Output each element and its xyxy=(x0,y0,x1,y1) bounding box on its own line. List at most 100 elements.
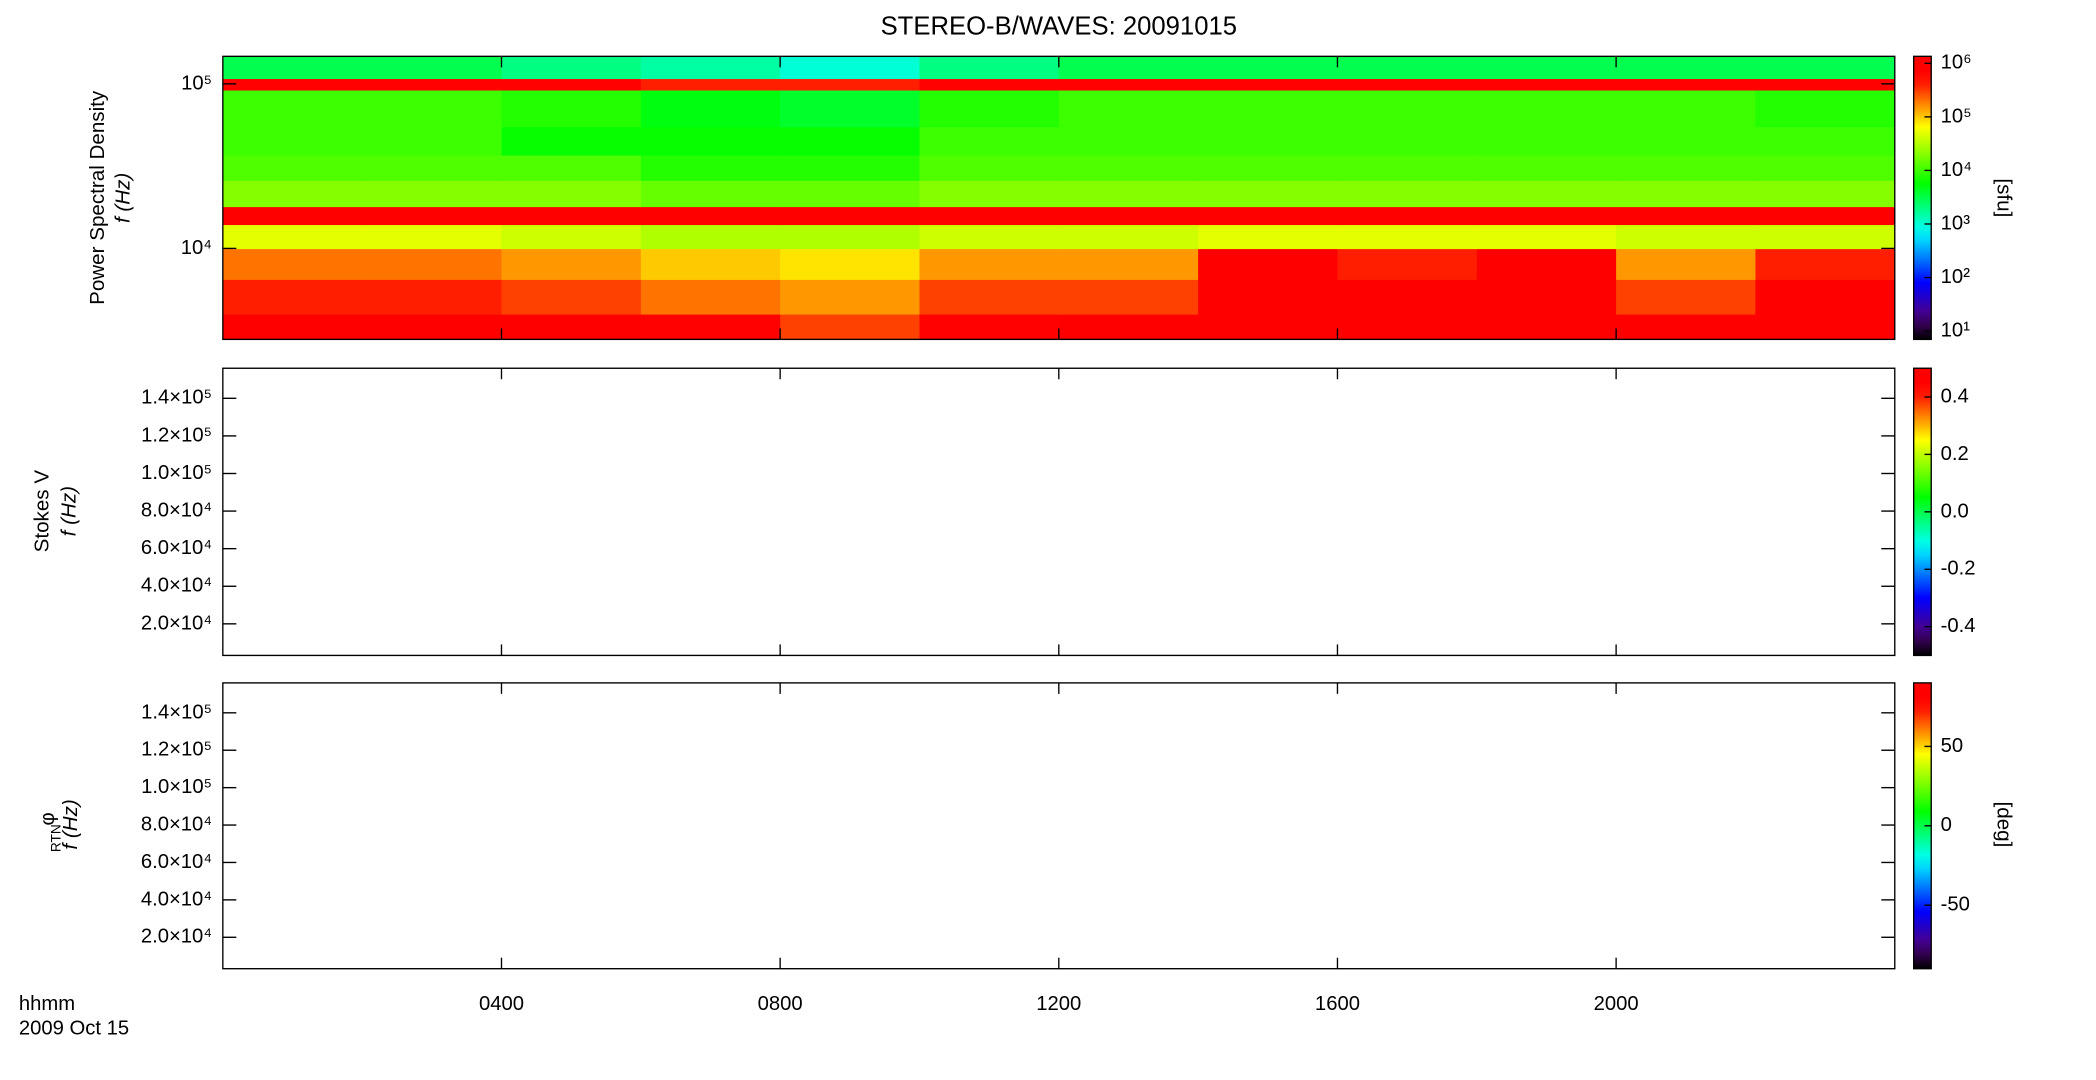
heatmap-cell xyxy=(501,248,642,280)
y-tick-label: 2.0×10⁴ xyxy=(141,612,212,634)
heatmap-cell xyxy=(1755,78,1895,91)
heatmap-cell xyxy=(1337,89,1478,128)
heatmap-cell xyxy=(222,313,363,340)
heatmap-cell xyxy=(1337,56,1478,80)
heatmap-cell xyxy=(1058,180,1199,208)
y-tick-label: 1.0×10⁵ xyxy=(141,776,212,798)
heatmap-cell xyxy=(222,248,363,280)
heatmap-cell xyxy=(1476,248,1617,280)
x-tick-label: 2000 xyxy=(1594,993,1639,1015)
heatmap-cell xyxy=(1337,154,1478,181)
heatmap-cell xyxy=(1755,279,1895,315)
heatmap-cell xyxy=(1476,126,1617,156)
heatmap-cell xyxy=(501,180,642,208)
heatmap-cell xyxy=(1616,248,1757,280)
heatmap-cell xyxy=(780,154,921,181)
y-tick-label: 1.0×10⁵ xyxy=(141,462,212,484)
y-tick-label: 4.0×10⁴ xyxy=(141,888,212,910)
colorbar xyxy=(1913,55,1932,341)
heatmap-cell xyxy=(1058,224,1199,250)
y-axis-unit: f (Hz) xyxy=(60,799,82,849)
heatmap-cell xyxy=(780,206,921,226)
heatmap-cell xyxy=(1616,206,1757,226)
heatmap-cell xyxy=(1476,89,1617,128)
y-axis-title: Stokes V xyxy=(32,470,54,553)
heatmap-cell xyxy=(780,89,921,128)
heatmap-cell xyxy=(1616,279,1757,315)
heatmap-cell xyxy=(640,154,781,181)
y-tick-label: 10⁵ xyxy=(181,72,212,94)
colorbar-tick-label: 0.2 xyxy=(1941,443,1969,465)
heatmap-cell xyxy=(1198,154,1339,181)
heatmap-cell xyxy=(1198,78,1339,91)
heatmap-cell xyxy=(222,78,363,91)
heatmap-cell xyxy=(362,248,503,280)
heatmap-cell xyxy=(640,56,781,80)
heatmap-cell xyxy=(1337,78,1478,91)
heatmap-cell xyxy=(1476,206,1617,226)
heatmap-cell xyxy=(780,224,921,250)
heatmap-cell xyxy=(1476,56,1617,80)
heatmap-cell xyxy=(362,279,503,315)
heatmap-cell xyxy=(919,154,1060,181)
heatmap-cell xyxy=(501,126,642,156)
heatmap-cell xyxy=(1198,313,1339,340)
heatmap-cell xyxy=(1337,313,1478,340)
colorbar-tick-label: 10³ xyxy=(1941,212,1970,234)
heatmap-cell xyxy=(1058,313,1199,340)
heatmap-cell xyxy=(1058,126,1199,156)
y-tick-label: 1.2×10⁵ xyxy=(141,424,212,446)
y-tick-label: 8.0×10⁴ xyxy=(141,813,212,835)
colorbar-tick-label: 0.4 xyxy=(1941,385,1969,407)
heatmap-cell xyxy=(362,206,503,226)
heatmap-cell xyxy=(919,56,1060,80)
heatmap-cell xyxy=(640,224,781,250)
heatmap-cell xyxy=(501,154,642,181)
colorbar-tick-label: -0.2 xyxy=(1941,558,1976,580)
y-tick-label: 1.4×10⁵ xyxy=(141,701,212,723)
heatmap-cell xyxy=(1198,206,1339,226)
heatmap-cell xyxy=(1198,56,1339,80)
heatmap-cell xyxy=(919,313,1060,340)
heatmap-cell xyxy=(222,89,363,128)
heatmap-cell xyxy=(362,154,503,181)
heatmap-cell xyxy=(640,78,781,91)
colorbar-tick-label: 0.0 xyxy=(1941,500,1969,522)
heatmap-cell xyxy=(1058,279,1199,315)
x-tick-label: 0800 xyxy=(758,993,803,1015)
heatmap-cell xyxy=(1616,180,1757,208)
colorbar-tick-label: -0.4 xyxy=(1941,615,1976,637)
heatmap-cell xyxy=(919,206,1060,226)
heatmap-cell xyxy=(640,279,781,315)
heatmap-cell xyxy=(1058,56,1199,80)
heatmap-cell xyxy=(1198,89,1339,128)
heatmap-cell xyxy=(1755,89,1895,128)
heatmap-cell xyxy=(1616,154,1757,181)
heatmap-cell xyxy=(1198,279,1339,315)
heatmap-cell xyxy=(1198,180,1339,208)
colorbar-tick-label: 0 xyxy=(1941,814,1952,836)
heatmap-cell xyxy=(780,180,921,208)
heatmap-cell xyxy=(1198,248,1339,280)
heatmap-cell xyxy=(362,313,503,340)
heatmap-cell xyxy=(362,89,503,128)
heatmap-cell xyxy=(919,89,1060,128)
heatmap-cell xyxy=(919,126,1060,156)
heatmap-cell xyxy=(222,154,363,181)
heatmap-cell xyxy=(222,180,363,208)
heatmap-cell xyxy=(1058,78,1199,91)
heatmap-cell xyxy=(1755,56,1895,80)
y-axis-unit: f (Hz) xyxy=(113,173,135,223)
heatmap-cell xyxy=(1616,224,1757,250)
heatmap-cell xyxy=(1476,154,1617,181)
heatmap-cell xyxy=(1337,206,1478,226)
heatmap-cell xyxy=(1058,89,1199,128)
heatmap-cell xyxy=(222,279,363,315)
x-axis-label: hhmm xyxy=(19,993,75,1015)
heatmap-cell xyxy=(1476,279,1617,315)
heatmap-cell xyxy=(1337,126,1478,156)
heatmap-cell xyxy=(1337,279,1478,315)
colorbar-tick-label: 10² xyxy=(1941,266,1970,288)
heatmap-cell xyxy=(501,78,642,91)
